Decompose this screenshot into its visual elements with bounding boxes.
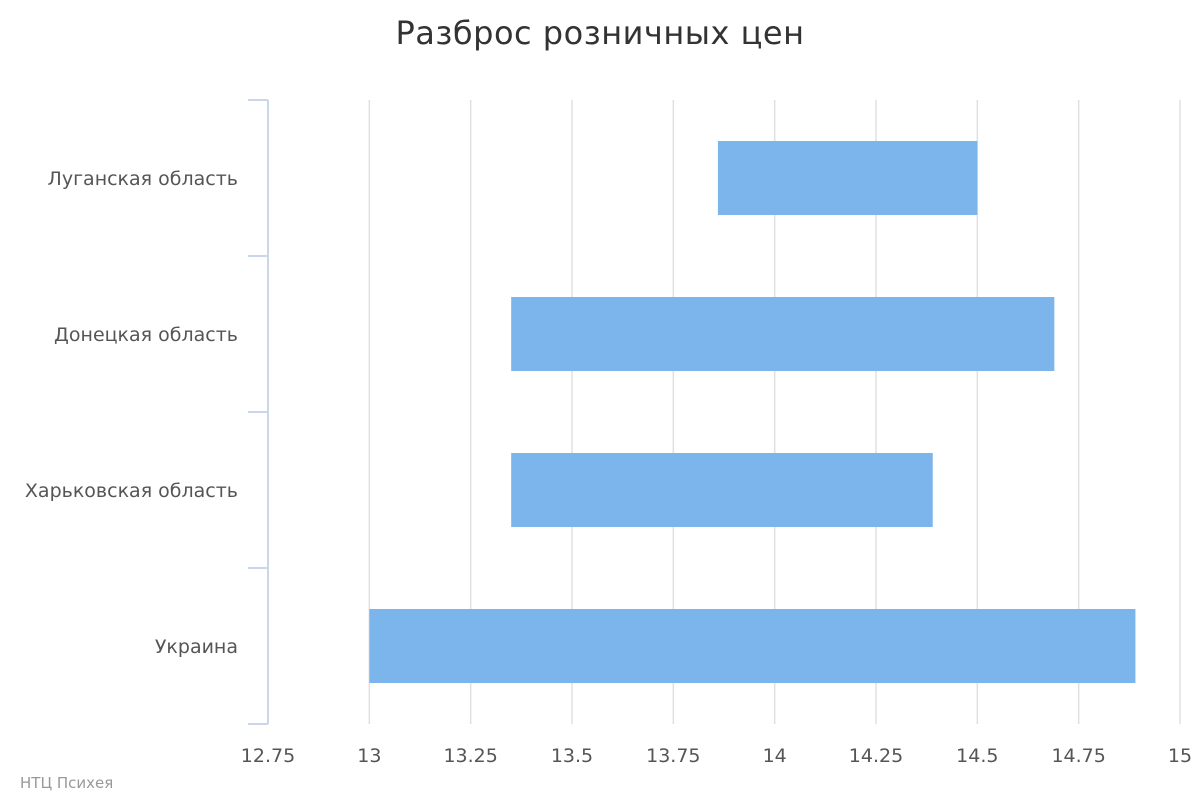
range-bar[interactable]: [511, 453, 933, 527]
bars: [369, 141, 1136, 683]
x-tick-label: 13.25: [443, 745, 497, 767]
chart-title: Разброс розничных цен: [395, 14, 805, 52]
x-tick-label: 12.75: [241, 745, 295, 767]
category-label: Донецкая область: [54, 324, 238, 346]
x-tick-label: 13.75: [646, 745, 700, 767]
x-tick-label: 15: [1168, 745, 1192, 767]
x-tick-label: 13: [357, 745, 381, 767]
category-axis: [248, 99, 269, 725]
x-tick-label: 13.5: [551, 745, 593, 767]
x-axis-ticks: 12.75 13 13.25 13.5 13.75 14 14.25 14.5 14.75 15: [241, 745, 1192, 767]
category-label: Харьковская область: [25, 480, 238, 502]
x-tick-label: 14.25: [849, 745, 903, 767]
category-label: Луганская область: [48, 168, 238, 190]
category-labels: Луганская область Донецкая область Харьков…: [25, 168, 238, 658]
range-bar[interactable]: [717, 141, 978, 215]
x-tick-label: 14.5: [956, 745, 998, 767]
x-tick-label: 14.75: [1051, 745, 1105, 767]
x-tick-label: 14: [763, 745, 787, 767]
range-bar[interactable]: [511, 297, 1055, 371]
chart-credit[interactable]: НТЦ Психея: [20, 774, 114, 792]
category-label: Украина: [155, 636, 238, 658]
range-bar[interactable]: [369, 609, 1136, 683]
